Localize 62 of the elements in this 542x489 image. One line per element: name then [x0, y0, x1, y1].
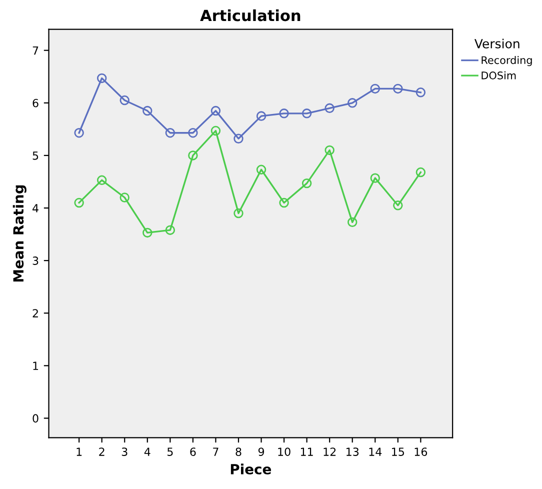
x-tick-label: 11: [300, 448, 313, 456]
point: [302, 178, 312, 188]
x-tick-label: 9: [258, 448, 264, 456]
point: [234, 134, 244, 144]
y-tick-label: 2: [32, 309, 38, 318]
y-tick-label: 0: [32, 414, 38, 423]
legend-title: Version: [474, 38, 520, 48]
point: [210, 106, 221, 116]
x-tick-label: 2: [99, 448, 104, 456]
point: [256, 111, 266, 121]
x-tick-label: 6: [190, 448, 196, 456]
x-tick-label: 15: [392, 448, 404, 456]
x-tick-label: 3: [122, 448, 128, 456]
x-tick-label: 7: [213, 448, 218, 456]
point: [393, 84, 403, 94]
point: [96, 73, 107, 84]
point: [393, 200, 403, 210]
x-tick-label: 10: [278, 448, 290, 456]
legend-label: DOSim: [482, 71, 516, 80]
x-tick-label: 16: [414, 448, 428, 456]
x-tick-label: 5: [167, 448, 173, 456]
point: [96, 175, 107, 186]
point: [348, 98, 358, 108]
point: [188, 128, 198, 138]
y-tick-label: 4: [32, 204, 38, 212]
y-tick-label: 6: [32, 98, 38, 108]
point: [370, 173, 380, 183]
point: [279, 198, 289, 208]
point: [142, 228, 152, 238]
point: [370, 84, 380, 94]
y-tick-label: 7: [32, 46, 38, 55]
point: [142, 106, 152, 116]
y-tick-label: 1: [33, 362, 38, 370]
point: [120, 95, 130, 106]
point: [165, 225, 176, 235]
point: [416, 167, 426, 178]
point: [324, 103, 334, 114]
x-tick-label: 4: [144, 448, 150, 456]
point: [188, 150, 198, 160]
x-tick-label: 12: [324, 448, 336, 456]
x-tick-label: 13: [346, 448, 359, 456]
point: [348, 217, 358, 228]
x-tick-label: 1: [76, 448, 82, 456]
y-tick-label: 5: [32, 152, 38, 160]
point: [234, 208, 244, 218]
point: [120, 192, 130, 202]
point: [210, 126, 221, 136]
legend-label: Recording: [482, 56, 532, 66]
x-axis-title: Piece: [230, 464, 272, 474]
point: [74, 198, 84, 208]
point: [165, 128, 176, 138]
x-tick-label: 8: [236, 448, 242, 456]
y-tick-label: 3: [32, 256, 38, 265]
point: [416, 88, 426, 98]
point: [74, 128, 84, 138]
point: [256, 164, 266, 175]
y-axis-title: Mean Rating: [12, 185, 26, 282]
point: [279, 108, 289, 118]
point: [302, 108, 312, 118]
x-tick-label: 14: [369, 448, 382, 456]
chart-title: Articulation: [200, 9, 300, 22]
point: [324, 145, 334, 156]
